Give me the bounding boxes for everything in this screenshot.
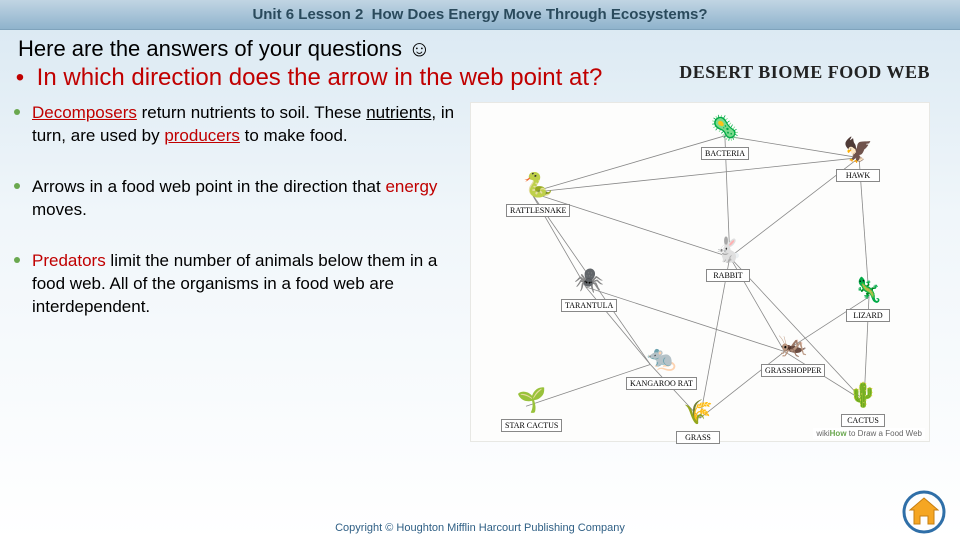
lesson-label: Lesson 2 (298, 6, 363, 23)
bacteria-icon: 🦠 (703, 111, 747, 145)
home-icon[interactable] (902, 490, 946, 534)
tarantula-label: TARANTULA (561, 299, 617, 312)
cactus-icon: 🌵 (841, 378, 885, 412)
food-web-diagram: wikiHow to Draw a Food Web 🦠 BACTERIA 🦅 HAW… (470, 102, 930, 442)
ratsnake-icon: 🐍 (516, 168, 560, 202)
intro-text: Here are the answers of your questions ☺ (0, 30, 960, 62)
question-text: In which direction does the arrow in the… (37, 64, 603, 91)
copyright-footer: Copyright © Houghton Mifflin Harcourt Pu… (0, 514, 960, 540)
bacteria-label: BACTERIA (701, 147, 749, 160)
diagram-area: DESERT BIOME FOOD WEB wikiHow to Draw a … (470, 102, 950, 442)
kangaroorat-label: KANGAROO RAT (626, 377, 697, 390)
node-cactus: 🌵 CACTUS (841, 378, 885, 427)
unit-label: Unit 6 (252, 6, 294, 23)
node-ratsnake: 🐍 RATTLESNAKE (506, 168, 570, 217)
node-lizard: 🦎 LIZARD (846, 273, 890, 322)
rabbit-label: RABBIT (706, 269, 750, 282)
bullet-point: Predators limit the number of animals be… (10, 250, 460, 319)
node-tarantula: 🕷️ TARANTULA (561, 263, 617, 312)
grass-label: GRASS (676, 431, 720, 444)
lizard-label: LIZARD (846, 309, 890, 322)
bullet-dot (14, 109, 20, 115)
kangaroorat-icon: 🐀 (639, 341, 683, 375)
header-bar: Unit 6 Lesson 2 How Does Energy Move Thr… (0, 0, 960, 30)
diagram-title: DESERT BIOME FOOD WEB (679, 62, 930, 83)
lesson-title: How Does Energy Move Through Ecosystems? (372, 6, 708, 23)
node-kangaroorat: 🐀 KANGAROO RAT (626, 341, 697, 390)
bullet-point: Arrows in a food web point in the direct… (10, 176, 460, 222)
content-area: Decomposers return nutrients to soil. Th… (0, 102, 960, 442)
bullet-list: Decomposers return nutrients to soil. Th… (10, 102, 470, 442)
bullet-dot (14, 257, 20, 263)
bullet-point: Decomposers return nutrients to soil. Th… (10, 102, 460, 148)
node-starcactus: 🌱 STAR CACTUS (501, 383, 562, 432)
node-grasshopper: 🦗 GRASSHOPPER (761, 328, 825, 377)
node-grass: 🌾 GRASS (676, 395, 720, 444)
starcactus-label: STAR CACTUS (501, 419, 562, 432)
grass-icon: 🌾 (676, 395, 720, 429)
node-bacteria: 🦠 BACTERIA (701, 111, 749, 160)
tarantula-icon: 🕷️ (567, 263, 611, 297)
cactus-label: CACTUS (841, 414, 885, 427)
ratsnake-label: RATTLESNAKE (506, 204, 570, 217)
grasshopper-label: GRASSHOPPER (761, 364, 825, 377)
starcactus-icon: 🌱 (510, 383, 554, 417)
bullet-dot (14, 183, 20, 189)
node-hawk: 🦅 HAWK (836, 133, 880, 182)
grasshopper-icon: 🦗 (771, 328, 815, 362)
diagram-attribution: wikiHow to Draw a Food Web (813, 428, 925, 439)
lizard-icon: 🦎 (846, 273, 890, 307)
hawk-icon: 🦅 (836, 133, 880, 167)
node-rabbit: 🐇 RABBIT (706, 233, 750, 282)
rabbit-icon: 🐇 (706, 233, 750, 267)
hawk-label: HAWK (836, 169, 880, 182)
question-bullet: • (10, 64, 30, 92)
